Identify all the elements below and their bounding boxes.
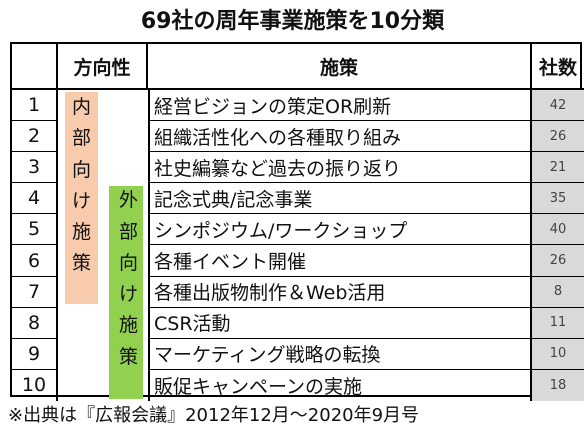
outer-char: 策 (118, 345, 138, 368)
inner-char: け (71, 189, 91, 212)
header-number (12, 44, 58, 90)
policy-table: 方向性 施策 社数 内 部 向 け 施 策 外 部 向 け 施 策 1 経営ビジ… (10, 42, 584, 401)
source-footnote: ※出典は『広報会議』2012年12月～2020年9月号 (8, 405, 420, 426)
header-count: 社数 (532, 44, 584, 90)
policy-name: 販促キャンペーンの実施 (148, 369, 532, 401)
company-count: 26 (532, 121, 584, 153)
row-number: 6 (12, 245, 58, 277)
policy-name: 各種出版物制作＆Web活用 (148, 276, 532, 308)
inner-group-label: 内 部 向 け 施 策 (65, 90, 98, 308)
inner-group-fill (65, 92, 98, 304)
company-count: 8 (532, 276, 584, 308)
row-number: 9 (12, 338, 58, 370)
row-number: 10 (12, 369, 58, 401)
policy-name: マーケティング戦略の転換 (148, 338, 532, 370)
policy-name: 社史編纂など過去の振り返り (148, 152, 532, 184)
company-count: 21 (532, 152, 584, 184)
row-number: 2 (12, 121, 58, 153)
row-number: 4 (12, 183, 58, 215)
outer-char: け (118, 283, 138, 306)
outer-char: 外 (118, 189, 138, 212)
company-count: 42 (532, 90, 584, 122)
outer-policy-group: 外 部 向 け 施 策 (103, 183, 148, 401)
page-title: 69社の周年事業施策を10分類 (140, 9, 445, 34)
inner-char: 内 (71, 96, 91, 118)
row-number: 7 (12, 276, 58, 308)
row-number: 5 (12, 214, 58, 246)
inner-char: 向 (71, 158, 91, 181)
company-count: 11 (532, 307, 584, 339)
inner-char: 施 (71, 221, 91, 244)
outer-group-fill (109, 186, 143, 399)
policy-name: 組織活性化への各種取り組み (148, 121, 532, 153)
company-count: 18 (532, 369, 584, 401)
outer-char: 施 (118, 314, 138, 337)
row-number: 1 (12, 90, 58, 122)
company-count: 26 (532, 245, 584, 277)
inner-char: 部 (71, 127, 91, 150)
policy-name: 各種イベント開催 (148, 245, 532, 277)
policy-name: CSR活動 (148, 307, 532, 339)
company-count: 35 (532, 183, 584, 215)
header-direction: 方向性 (58, 44, 148, 90)
row-number: 8 (12, 307, 58, 339)
outer-char: 向 (118, 251, 138, 274)
inner-char: 策 (71, 252, 91, 275)
outer-group-label: 外 部 向 け 施 策 (109, 183, 148, 401)
row-number: 3 (12, 152, 58, 184)
inner-policy-group: 内 部 向 け 施 策 (58, 90, 103, 308)
policy-name: 記念式典/記念事業 (148, 183, 532, 215)
company-count: 10 (532, 338, 584, 370)
header-policy: 施策 (148, 44, 532, 90)
policy-name: 経営ビジョンの策定OR刷新 (148, 90, 532, 122)
outer-char: 部 (118, 220, 138, 243)
company-count: 40 (532, 214, 584, 246)
policy-name: シンポジウム/ワークショップ (148, 214, 532, 246)
